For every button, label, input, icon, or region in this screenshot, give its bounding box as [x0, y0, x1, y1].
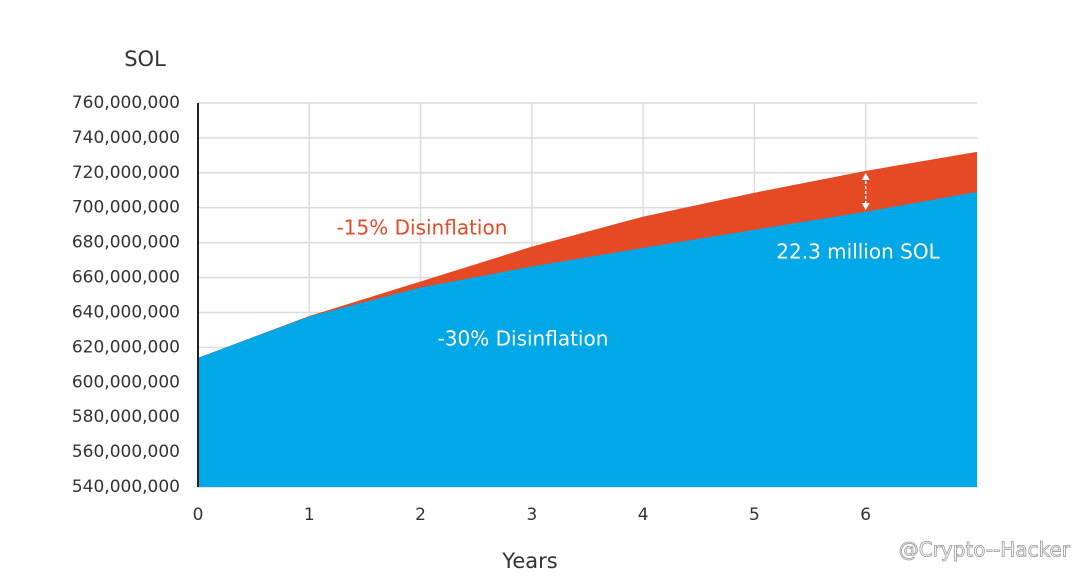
x-tick-label: 6 [860, 505, 871, 525]
y-axis-label: SOL [124, 47, 166, 71]
x-tick-label: 4 [638, 505, 649, 525]
x-axis-label: Years [501, 549, 557, 573]
annotation: 22.3 million SOL [776, 240, 940, 264]
y-tick-label: 720,000,000 [72, 163, 180, 183]
x-tick-label: 2 [415, 505, 426, 525]
x-tick-label: 3 [526, 505, 537, 525]
y-tick-label: 660,000,000 [72, 268, 180, 288]
x-tick-label: 0 [193, 505, 204, 525]
watermark: @Crypto--Hacker [899, 538, 1071, 562]
y-tick-label: 540,000,000 [72, 477, 180, 497]
area [198, 191, 977, 488]
series-label: -30% Disinflation [438, 327, 609, 351]
y-tick-label: 600,000,000 [72, 372, 180, 392]
y-tick-label: 760,000,000 [72, 93, 180, 113]
y-tick-label: 700,000,000 [72, 198, 180, 218]
y-tick-label: 580,000,000 [72, 407, 180, 427]
y-tick-label: 560,000,000 [72, 442, 180, 462]
y-tick-label: 620,000,000 [72, 337, 180, 357]
x-tick-label: 1 [304, 505, 315, 525]
series-label: -15% Disinflation [337, 216, 508, 240]
y-tick-label: 740,000,000 [72, 128, 180, 148]
arrow-head [861, 203, 870, 210]
x-tick-label: 5 [749, 505, 760, 525]
y-tick-label: 640,000,000 [72, 302, 180, 322]
y-tick-label: 680,000,000 [72, 233, 180, 253]
arrow-head [861, 173, 870, 180]
